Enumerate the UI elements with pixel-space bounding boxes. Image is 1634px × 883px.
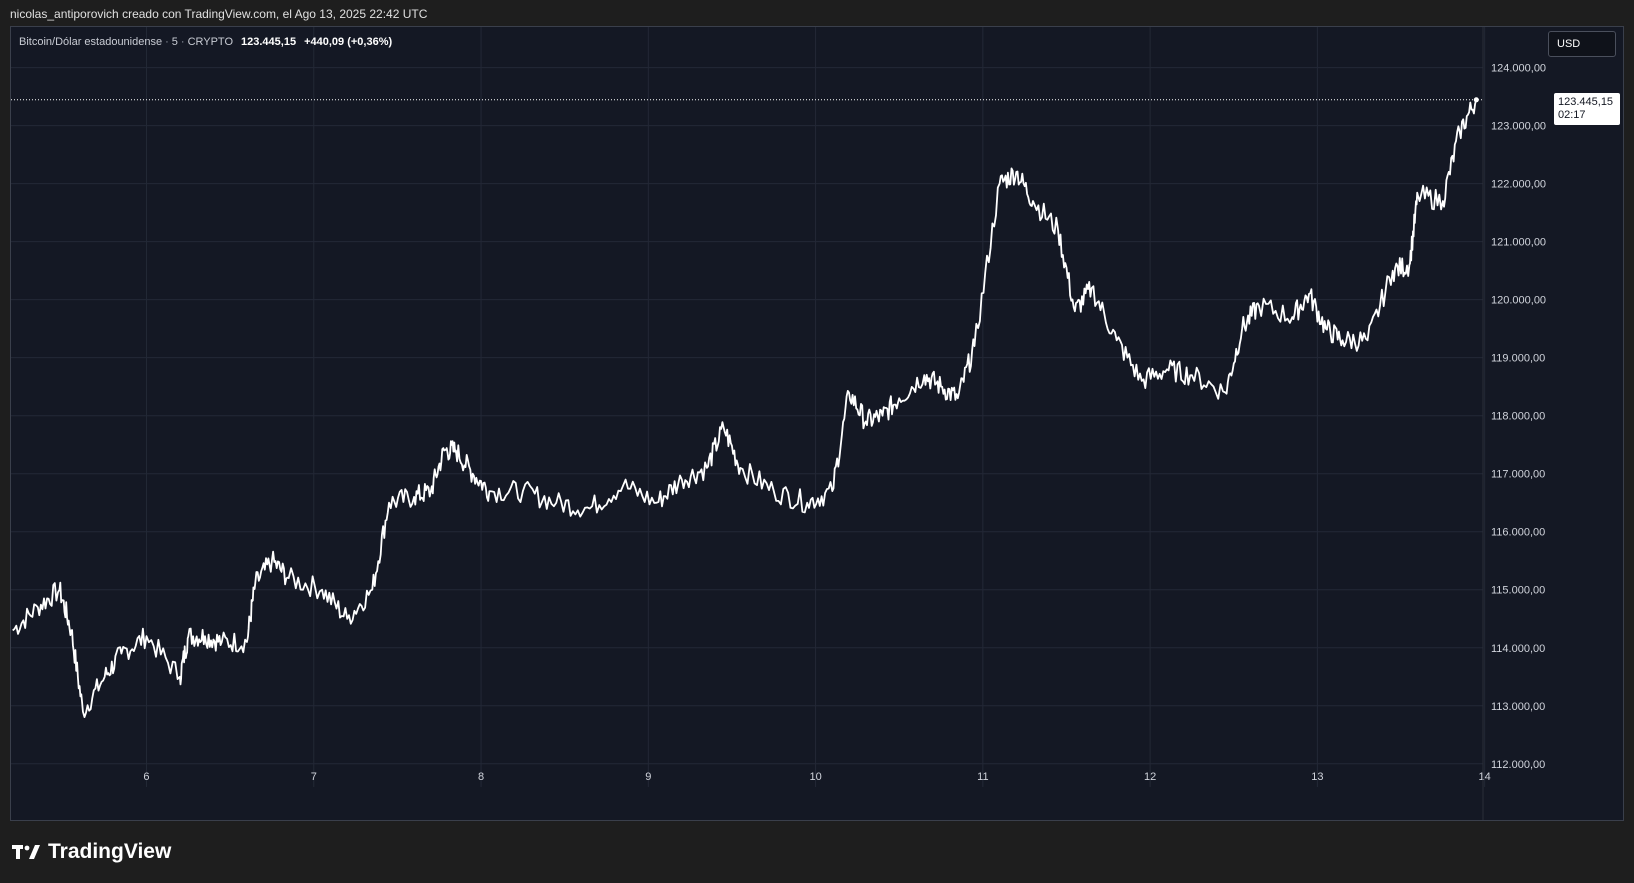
bar-countdown: 02:17 — [1558, 109, 1586, 121]
y-tick-label: 123.000,00 — [1491, 121, 1546, 133]
y-tick-label: 124.000,00 — [1491, 63, 1546, 75]
y-tick-label: 122.000,00 — [1491, 179, 1546, 191]
x-tick-label: 8 — [478, 771, 484, 783]
symbol-legend: Bitcoin/Dólar estadounidense · 5 · CRYPTO 123… — [19, 36, 393, 48]
x-tick-label: 12 — [1144, 771, 1156, 783]
y-tick-label: 118.000,00 — [1491, 411, 1545, 423]
symbol-name[interactable]: Bitcoin/Dólar estadounidense — [19, 36, 163, 48]
y-tick-label: 119.000,00 — [1491, 353, 1545, 365]
x-tick-label: 11 — [977, 771, 988, 783]
interval-label[interactable]: 5 — [171, 36, 178, 48]
y-tick-label: 114.000,00 — [1491, 643, 1545, 655]
y-tick-label: 120.000,00 — [1491, 295, 1546, 307]
x-tick-label: 13 — [1311, 771, 1323, 783]
y-tick-label: 117.000,00 — [1491, 469, 1545, 481]
price-chart-svg[interactable]: 6 7 8 9 10 11 12 13 14 112.000,00 113.000,00 114.0… — [11, 27, 1623, 820]
x-tick-label: 14 — [1479, 771, 1491, 783]
y-tick-label: 113.000,00 — [1491, 701, 1545, 713]
chart-panel[interactable]: 6 7 8 9 10 11 12 13 14 112.000,00 113.000,00 114.0… — [10, 26, 1624, 821]
x-tick-label: 9 — [645, 771, 651, 783]
legend-change: +440,09 (+0,36%) — [304, 36, 393, 48]
currency-button[interactable]: USD — [1548, 31, 1616, 57]
y-axis-tick-labels: 112.000,00 113.000,00 114.000,00 115.000,00… — [1491, 63, 1546, 771]
x-tick-label: 6 — [143, 771, 149, 783]
tradingview-wordmark: TradingView — [48, 840, 172, 863]
y-tick-label: 116.000,00 — [1491, 527, 1545, 539]
y-tick-label: 112.000,00 — [1491, 759, 1545, 771]
x-axis-tick-labels: 6 7 8 9 10 11 12 13 14 — [143, 771, 1490, 783]
last-price-value: 123.445,15 — [1558, 96, 1614, 108]
chart-credit-line: nicolas_antiporovich creado con TradingV… — [10, 7, 428, 21]
y-tick-label: 115.000,00 — [1491, 585, 1545, 597]
last-price-label: 123.445,15 02:17 — [1554, 93, 1620, 125]
grid-lines — [11, 27, 1486, 787]
tradingview-logo-icon — [12, 845, 40, 859]
exchange-label: CRYPTO — [187, 36, 234, 48]
price-series-line — [12, 99, 1478, 718]
x-tick-label: 10 — [809, 771, 821, 783]
legend-last-price: 123.445,15 — [241, 36, 297, 48]
tradingview-logo[interactable]: TradingView — [12, 840, 171, 864]
x-tick-label: 7 — [311, 771, 317, 783]
last-price-dot — [1473, 97, 1479, 103]
y-tick-label: 121.000,00 — [1491, 237, 1546, 249]
